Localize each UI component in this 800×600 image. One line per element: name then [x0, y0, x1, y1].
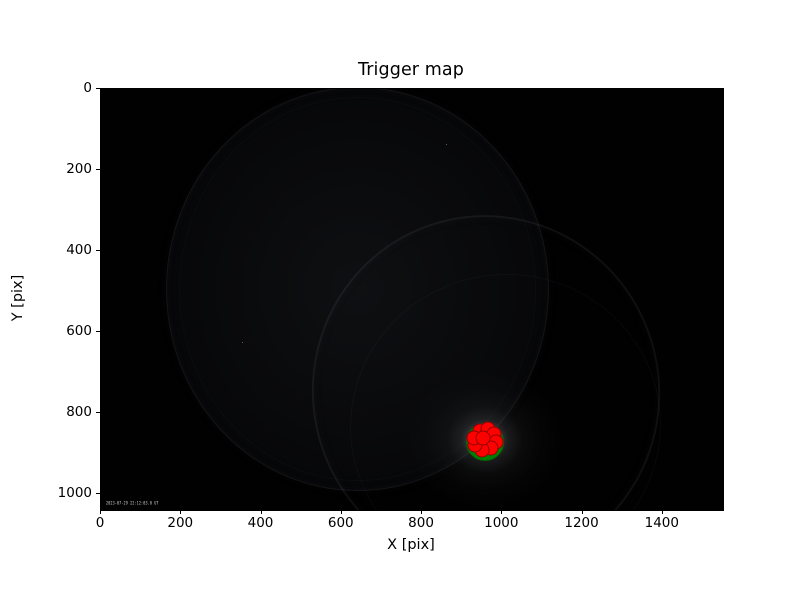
y-axis-tick: [96, 330, 100, 332]
chart-title: Trigger map: [358, 60, 464, 80]
y-axis-tick: [96, 411, 100, 413]
all-sky-image: 2023-07-29 22:12:03.0 UT: [101, 89, 723, 510]
y-axis-tick: [96, 492, 100, 494]
y-axis-tick-label: 400: [66, 241, 92, 258]
y-axis-tick-label: 600: [66, 322, 92, 339]
y-axis-tick: [96, 168, 100, 170]
x-axis-tick-label: 0: [95, 515, 105, 531]
y-axis-label: Y [pix]: [10, 274, 26, 322]
y-axis-tick: [96, 249, 100, 251]
x-axis-tick: [421, 510, 423, 514]
x-axis-tick-label: 600: [327, 515, 354, 531]
x-axis-label: X [pix]: [387, 537, 435, 553]
x-axis-tick: [581, 510, 583, 514]
y-axis-tick-label: 0: [83, 80, 92, 96]
x-axis-tick-label: 1200: [564, 515, 599, 531]
x-axis-tick: [180, 510, 182, 514]
x-axis-tick: [501, 510, 503, 514]
x-axis-tick: [260, 510, 262, 514]
field-star: [446, 144, 448, 146]
field-star: [242, 342, 244, 343]
x-axis-tick-label: 1000: [484, 515, 519, 531]
y-axis-tick-label: 1000: [57, 484, 92, 501]
x-axis-tick: [100, 510, 101, 514]
y-axis-tick: [96, 88, 100, 89]
x-axis-tick-label: 800: [408, 515, 434, 531]
camera-timestamp-overlay: 2023-07-29 22:12:03.0 UT: [106, 500, 159, 506]
x-axis-tick: [661, 510, 663, 514]
plot-axes[interactable]: 2023-07-29 22:12:03.0 UT: [100, 88, 724, 511]
x-axis-tick-label: 1400: [644, 515, 679, 531]
x-axis-tick: [340, 510, 342, 514]
x-axis-tick-label: 400: [247, 515, 274, 531]
y-axis-tick-label: 800: [66, 403, 92, 420]
scatter-marker-triggers: [475, 430, 491, 446]
lens-flare-arc-secondary-icon: [330, 254, 680, 510]
y-axis-tick-label: 200: [66, 160, 92, 177]
x-axis-tick-label: 200: [167, 515, 194, 531]
